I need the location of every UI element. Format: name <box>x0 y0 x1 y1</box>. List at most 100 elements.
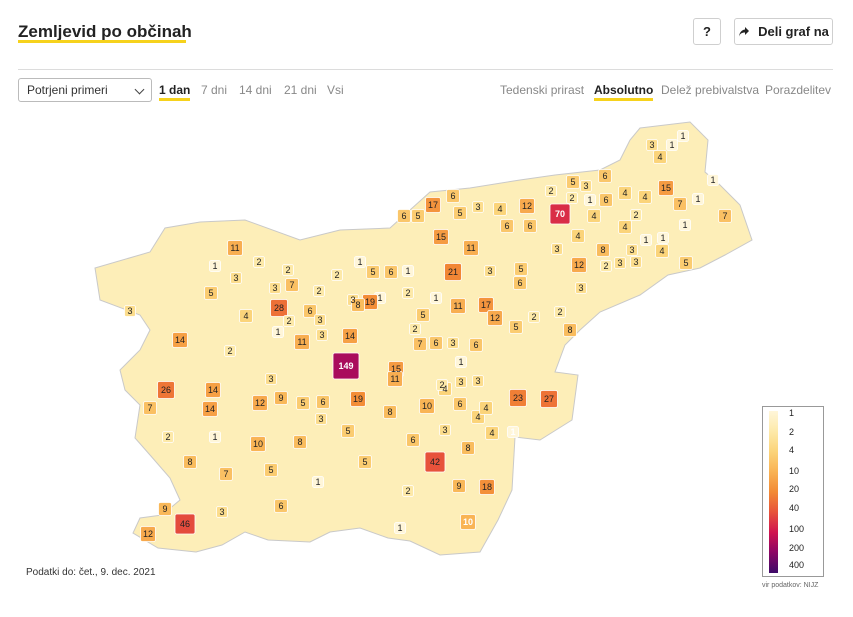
municipality-region[interactable] <box>285 278 299 292</box>
municipality-region[interactable] <box>239 309 253 323</box>
municipality-region[interactable] <box>618 186 632 200</box>
municipality-region[interactable] <box>563 323 577 337</box>
municipality-region[interactable] <box>315 413 327 425</box>
municipality-region[interactable] <box>140 526 156 542</box>
municipality-region[interactable] <box>219 467 233 481</box>
municipality-region[interactable] <box>313 285 325 297</box>
municipality-region[interactable] <box>460 514 476 530</box>
municipality-region[interactable] <box>204 286 218 300</box>
tab-14-dni[interactable]: 14 dni <box>239 83 272 97</box>
municipality-region[interactable] <box>513 276 527 290</box>
municipality-region[interactable] <box>283 315 295 327</box>
share-button[interactable]: Deli graf na <box>734 18 833 45</box>
municipality-region[interactable] <box>265 373 277 385</box>
municipality-region[interactable] <box>509 389 527 407</box>
municipality-region[interactable] <box>209 431 221 443</box>
municipality-region[interactable] <box>384 265 398 279</box>
municipality-region[interactable] <box>658 180 674 196</box>
municipality-region[interactable] <box>596 243 610 257</box>
municipality-region[interactable] <box>500 219 514 233</box>
municipality-region[interactable] <box>599 193 613 207</box>
municipality-region[interactable] <box>332 352 360 380</box>
municipality-region[interactable] <box>341 424 355 438</box>
municipality-region[interactable] <box>447 337 459 349</box>
municipality-region[interactable] <box>411 209 425 223</box>
municipality-region[interactable] <box>679 219 691 231</box>
municipality-region[interactable] <box>545 185 557 197</box>
municipality-region[interactable] <box>143 401 157 415</box>
municipality-region[interactable] <box>453 206 467 220</box>
municipality-region[interactable] <box>580 180 592 192</box>
municipality-region[interactable] <box>484 265 496 277</box>
municipality-region[interactable] <box>618 220 632 234</box>
municipality-region[interactable] <box>387 371 403 387</box>
municipality-region[interactable] <box>485 426 499 440</box>
municipality-region[interactable] <box>692 193 704 205</box>
municipality-region[interactable] <box>406 433 420 447</box>
municipality-region[interactable] <box>598 169 612 183</box>
municipality-region[interactable] <box>455 376 467 388</box>
municipality-region[interactable] <box>416 308 430 322</box>
tab-delez-prebivalstva[interactable]: Delež prebivalstva <box>661 83 760 97</box>
tab-7-dni[interactable]: 7 dni <box>201 83 228 97</box>
municipality-region[interactable] <box>519 198 535 214</box>
municipality-region[interactable] <box>402 485 414 497</box>
municipality-region[interactable] <box>487 310 503 326</box>
municipality-region[interactable] <box>227 240 243 256</box>
municipality-region[interactable] <box>509 320 523 334</box>
municipality-region[interactable] <box>205 382 221 398</box>
municipality-region[interactable] <box>252 395 268 411</box>
municipality-region[interactable] <box>314 314 326 326</box>
municipality-region[interactable] <box>430 292 442 304</box>
tab-1-dan[interactable]: 1 dan <box>159 83 191 101</box>
municipality-region[interactable] <box>183 455 197 469</box>
tab-21-dni[interactable]: 21 dni <box>284 83 317 97</box>
municipality-region[interactable] <box>316 395 330 409</box>
municipality-region[interactable] <box>450 298 466 314</box>
municipality-region[interactable] <box>124 305 136 317</box>
municipality-region[interactable] <box>172 332 188 348</box>
municipality-region[interactable] <box>640 234 652 246</box>
municipality-region[interactable] <box>540 390 558 408</box>
municipality-region[interactable] <box>523 219 537 233</box>
municipality-region[interactable] <box>453 397 467 411</box>
municipality-region[interactable] <box>472 201 484 213</box>
municipality-region[interactable] <box>514 262 528 276</box>
municipality-region[interactable] <box>331 269 343 281</box>
municipality-region[interactable] <box>230 272 242 284</box>
municipality-region[interactable] <box>296 396 310 410</box>
municipality-region[interactable] <box>429 336 443 350</box>
municipality-region[interactable] <box>174 513 196 535</box>
municipality-region[interactable] <box>366 265 380 279</box>
municipality-region[interactable] <box>472 375 484 387</box>
municipality-region[interactable] <box>224 345 236 357</box>
municipality-region[interactable] <box>274 499 288 513</box>
municipality-region[interactable] <box>528 311 540 323</box>
municipality-region[interactable] <box>282 264 294 276</box>
municipality-region[interactable] <box>272 326 284 338</box>
municipality-region[interactable] <box>718 209 732 223</box>
municipality-region[interactable] <box>626 244 638 256</box>
municipality-region[interactable] <box>479 479 495 495</box>
municipality-region[interactable] <box>630 209 642 221</box>
municipality-region[interactable] <box>455 356 467 368</box>
municipality-region[interactable] <box>202 401 218 417</box>
municipality-region[interactable] <box>655 244 669 258</box>
municipality-region[interactable] <box>673 197 687 211</box>
municipality-region[interactable] <box>250 436 266 452</box>
municipality-region[interactable] <box>397 209 411 223</box>
municipality-region[interactable] <box>679 256 693 270</box>
municipality-region[interactable] <box>587 209 601 223</box>
municipality-region[interactable] <box>402 265 414 277</box>
help-button[interactable]: ? <box>693 18 721 45</box>
municipality-region[interactable] <box>293 435 307 449</box>
municipality-region[interactable] <box>294 334 310 350</box>
municipality-region[interactable] <box>264 463 278 477</box>
municipality-region[interactable] <box>584 194 596 206</box>
municipality-region[interactable] <box>425 197 441 213</box>
municipality-region[interactable] <box>209 260 221 272</box>
municipality-region[interactable] <box>479 401 493 415</box>
municipality-region[interactable] <box>424 451 446 473</box>
municipality-region[interactable] <box>274 391 288 405</box>
metric-select[interactable]: Potrjeni primeri <box>18 78 152 102</box>
